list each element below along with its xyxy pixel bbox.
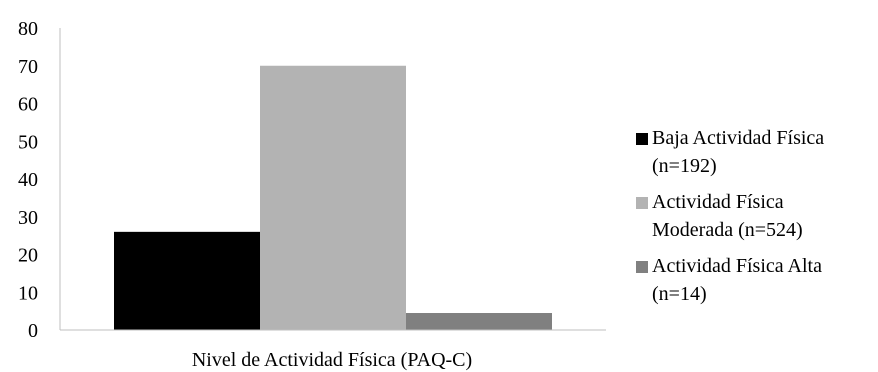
y-tick-label: 40 — [18, 169, 38, 191]
legend-item-moderada: Actividad Física Moderada (n=524) — [636, 188, 876, 244]
bar-2 — [260, 65, 406, 330]
bar-3 — [406, 313, 552, 330]
y-tick-label: 50 — [18, 131, 38, 153]
y-tick-label: 60 — [18, 94, 38, 116]
legend-swatch-alta — [636, 261, 648, 273]
legend-label: Baja Actividad Física — [652, 127, 825, 149]
legend-label: Actividad Física Alta — [652, 255, 822, 277]
y-tick-label: 0 — [28, 320, 38, 342]
legend-label: (n=14) — [652, 283, 707, 305]
legend-label: Actividad Física — [652, 191, 784, 213]
y-tick-label: 70 — [18, 56, 38, 78]
y-tick-label: 20 — [18, 245, 38, 267]
legend-label: Moderada (n=524) — [652, 219, 803, 241]
legend: Baja Actividad Física (n=192) Actividad … — [636, 124, 876, 316]
bar-1 — [114, 231, 260, 330]
y-axis-ticks: 0 10 20 30 40 50 60 70 80 — [18, 18, 38, 342]
y-tick-label: 30 — [18, 207, 38, 229]
legend-swatch-moderada — [636, 197, 648, 209]
legend-item-alta: Actividad Física Alta (n=14) — [636, 252, 876, 308]
bars — [114, 65, 552, 330]
legend-label: (n=192) — [652, 155, 717, 177]
x-axis-label: Nivel de Actividad Física (PAQ-C) — [192, 349, 472, 371]
y-tick-label: 80 — [18, 18, 38, 40]
legend-swatch-baja — [636, 133, 648, 145]
legend-item-baja: Baja Actividad Física (n=192) — [636, 124, 876, 180]
y-tick-label: 10 — [18, 282, 38, 304]
